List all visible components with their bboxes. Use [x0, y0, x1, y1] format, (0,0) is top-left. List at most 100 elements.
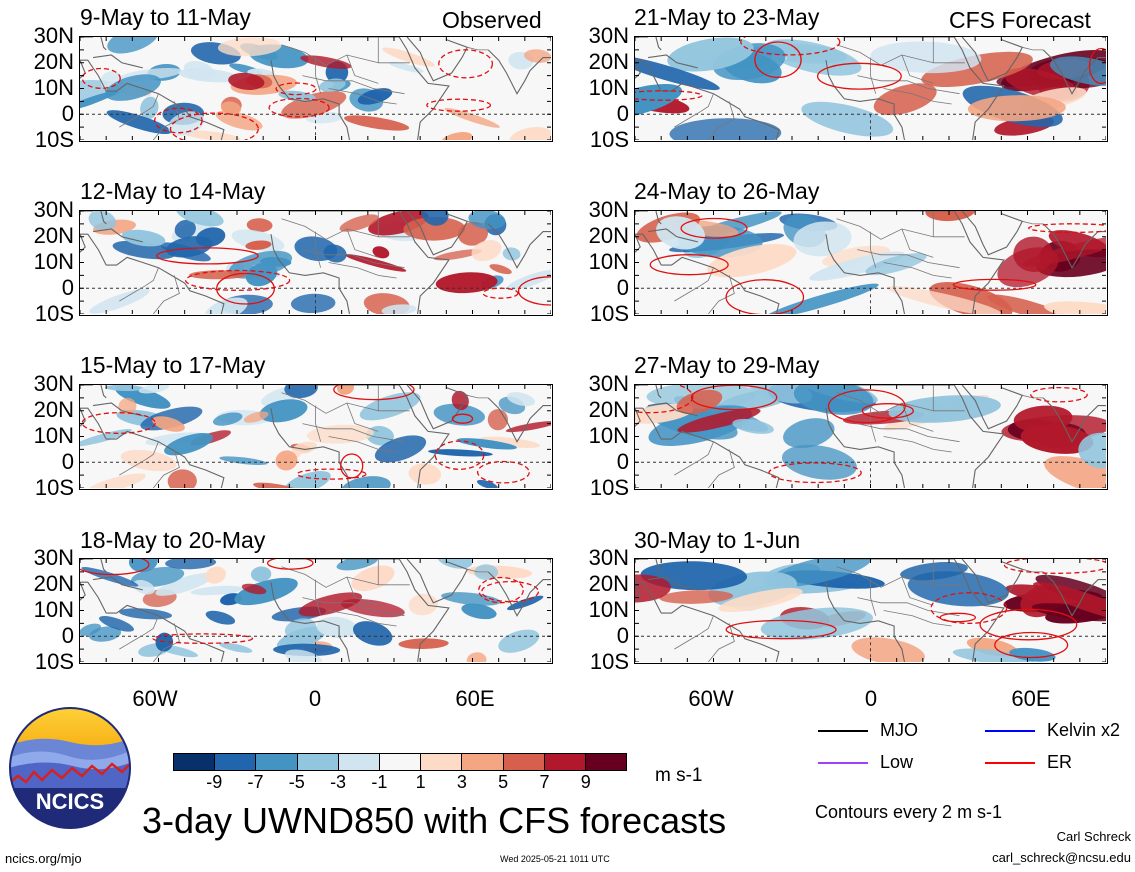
lat-label-30n-r3-c1: 30N [588, 545, 629, 570]
panel-title-4: 24-May to 26-May [634, 178, 820, 204]
lat-label-20n-r1-c1: 20N [588, 223, 629, 248]
legend-line-kelvin [985, 730, 1035, 732]
map-panel-5 [79, 384, 553, 490]
lat-label-20n-r0-c1: 20N [588, 49, 629, 74]
lat-label-10n-r2-c0: 10N [33, 423, 74, 448]
colorbar-tick-label: 7 [539, 772, 550, 792]
map-panel-4 [634, 210, 1108, 316]
lat-label-0-r3-c1: 0 [616, 623, 629, 648]
lat-label-20n-r0-c0: 20N [33, 49, 74, 74]
footer-url[interactable]: ncics.org/mjo [5, 851, 82, 866]
colorbar-swatch [338, 754, 380, 770]
panel-title-2: 21-May to 23-May [634, 4, 820, 30]
panel-title-1: 9-May to 11-May [80, 4, 251, 30]
colorbar-tick-label: 5 [498, 772, 509, 792]
lat-label-10s-r2-c0: 10S [34, 475, 74, 500]
panel-tag-observed: Observed [442, 7, 542, 33]
map-3-svg [80, 211, 551, 314]
footer-author: Carl Schreck [1056, 829, 1131, 844]
lat-label-10s-r2-c1: 10S [589, 475, 629, 500]
map-1-svg [80, 37, 551, 140]
colorbar-tick-label: -7 [247, 772, 264, 792]
logo-text: NCICS [36, 789, 104, 814]
panel-title-6: 27-May to 29-May [634, 352, 820, 378]
ncics-logo: NCICS [8, 706, 132, 830]
panel-title-7: 18-May to 20-May [80, 527, 266, 553]
panel-tag-forecast: CFS Forecast [949, 7, 1091, 33]
colorbar-units: m s-1 [655, 765, 703, 786]
lat-label-30n-r2-c0: 30N [33, 371, 74, 396]
colorbar-swatch [256, 754, 298, 770]
lat-label-10n-r2-c1: 10N [588, 423, 629, 448]
lon-label-60w-right: 60W [688, 686, 734, 711]
lat-label-0-r2-c1: 0 [616, 449, 629, 474]
colorbar-tick-label: -9 [206, 772, 223, 792]
map-6-svg [635, 385, 1106, 488]
map-panel-3 [79, 210, 553, 316]
map-8-svg [635, 559, 1106, 662]
lat-label-30n-r0-c0: 30N [33, 23, 74, 48]
main-title: 3-day UWND850 with CFS forecasts [142, 800, 727, 841]
lon-label-60w-left: 60W [132, 686, 178, 711]
colorbar-tick-label: -3 [330, 772, 347, 792]
colorbar-tick-label: 3 [456, 772, 467, 792]
map-panel-6 [634, 384, 1108, 490]
lat-label-10n-r3-c0: 10N [33, 597, 74, 622]
lat-label-30n-r2-c1: 30N [588, 371, 629, 396]
map-7-svg [80, 559, 551, 662]
colorbar-tick-label: 9 [580, 772, 591, 792]
legend-line-mjo [818, 730, 868, 732]
lat-label-10n-r0-c1: 10N [588, 75, 629, 100]
lat-label-0-r2-c0: 0 [61, 449, 74, 474]
lat-label-10s-r1-c0: 10S [34, 301, 74, 326]
legend-line-er [985, 762, 1035, 764]
lat-label-10n-r0-c0: 10N [33, 75, 74, 100]
lon-label-60e-right: 60E [1011, 686, 1051, 711]
panel-title-5: 15-May to 17-May [80, 352, 266, 378]
colorbar [173, 753, 627, 771]
lat-label-10n-r1-c0: 10N [33, 249, 74, 274]
lon-label-0-left: 0 [308, 686, 322, 711]
lat-label-20n-r3-c1: 20N [588, 571, 629, 596]
colorbar-swatch [544, 754, 586, 770]
contour-note: Contours every 2 m s-1 [815, 802, 1003, 822]
footer-email[interactable]: carl_schreck@ncsu.edu [992, 850, 1131, 865]
lat-label-30n-r1-c0: 30N [33, 197, 74, 222]
lat-label-10n-r3-c1: 10N [588, 597, 629, 622]
colorbar-swatch [174, 754, 216, 770]
lat-label-20n-r3-c0: 20N [33, 571, 74, 596]
lat-label-0-r0-c1: 0 [616, 101, 629, 126]
lat-label-0-r3-c0: 0 [61, 623, 74, 648]
map-5-svg [80, 385, 551, 488]
ncics-logo-icon: NCICS [9, 707, 131, 829]
lat-label-0-r1-c1: 0 [616, 275, 629, 300]
footer-timestamp: Wed 2025-05-21 1011 UTC [500, 854, 610, 864]
colorbar-swatch [421, 754, 463, 770]
lat-label-30n-r1-c1: 30N [588, 197, 629, 222]
lat-label-30n-r3-c0: 30N [33, 545, 74, 570]
lat-label-10s-r0-c1: 10S [589, 127, 629, 152]
lon-label-60e-left: 60E [455, 686, 495, 711]
lat-label-20n-r2-c1: 20N [588, 397, 629, 422]
lat-label-10n-r1-c1: 10N [588, 249, 629, 274]
panel-title-3: 12-May to 14-May [80, 178, 266, 204]
map-4-svg [635, 211, 1106, 314]
colorbar-swatch [503, 754, 545, 770]
colorbar-swatch [462, 754, 504, 770]
colorbar-tick-label: -1 [371, 772, 388, 792]
lon-label-0-right: 0 [864, 686, 878, 711]
map-panel-2 [634, 36, 1108, 142]
colorbar-tick-label: -5 [288, 772, 305, 792]
colorbar-swatch [297, 754, 339, 770]
colorbar-swatch [379, 754, 422, 770]
lat-label-10s-r3-c1: 10S [589, 649, 629, 674]
map-2-svg [635, 37, 1106, 140]
lat-label-30n-r0-c1: 30N [588, 23, 629, 48]
lat-label-0-r0-c0: 0 [61, 101, 74, 126]
lat-label-20n-r1-c0: 20N [33, 223, 74, 248]
legend-label-mjo: MJO [880, 720, 918, 740]
lat-label-0-r1-c0: 0 [61, 275, 74, 300]
legend-label-low: Low [880, 752, 914, 772]
map-panel-7 [79, 558, 553, 664]
map-panel-8 [634, 558, 1108, 664]
